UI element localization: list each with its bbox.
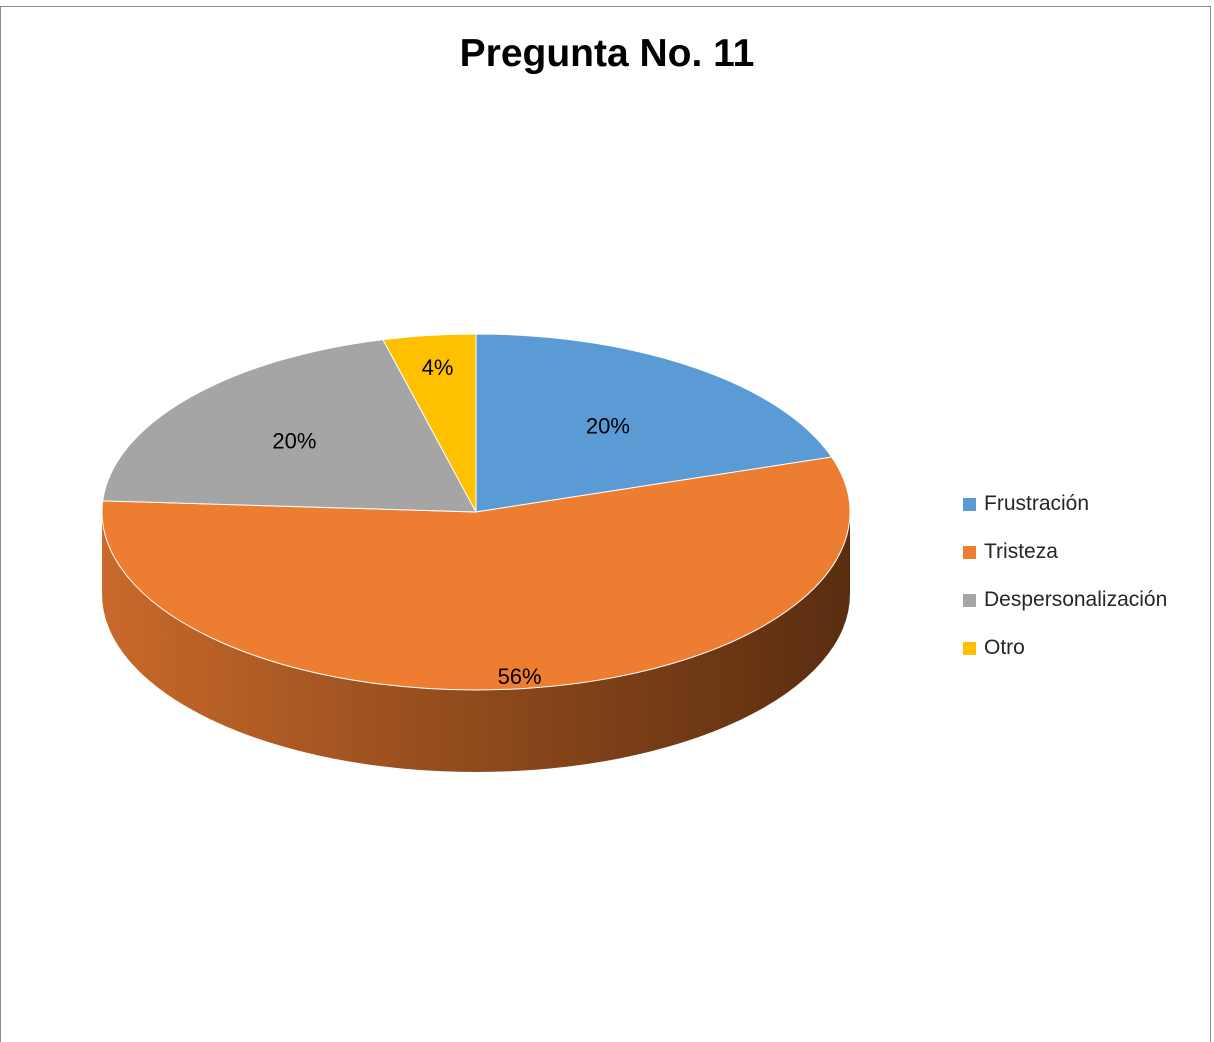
legend-label: Despersonalización — [984, 588, 1168, 611]
slice-otro — [382, 333, 477, 513]
pie-side-band — [102, 512, 850, 772]
legend-swatch — [963, 593, 976, 607]
data-label: 4% — [422, 355, 454, 380]
legend-item-despersonalizacion: Despersonalización — [963, 576, 1167, 624]
legend-label: Tristeza — [984, 540, 1058, 563]
slice-despersonalizacion — [102, 339, 477, 513]
slice-tristeza — [101, 456, 851, 691]
data-label: 20% — [586, 414, 630, 439]
legend-item-tristeza: Tristeza — [963, 528, 1167, 576]
legend-label: Frustración — [984, 492, 1090, 515]
data-label: 56% — [498, 664, 542, 689]
legend-item-otro: Otro — [963, 624, 1167, 672]
slice-frustracion — [475, 333, 833, 513]
legend-swatch — [963, 545, 976, 559]
legend-label: Otro — [984, 636, 1025, 659]
legend-item-frustracion: Frustración — [963, 480, 1167, 528]
legend-swatch — [963, 641, 976, 655]
chart-title: Pregunta No. 11 — [459, 32, 755, 75]
legend-swatch — [963, 497, 976, 511]
data-label: 20% — [272, 429, 316, 454]
legend: Frustración Tristeza Despersonalización … — [963, 480, 1167, 672]
